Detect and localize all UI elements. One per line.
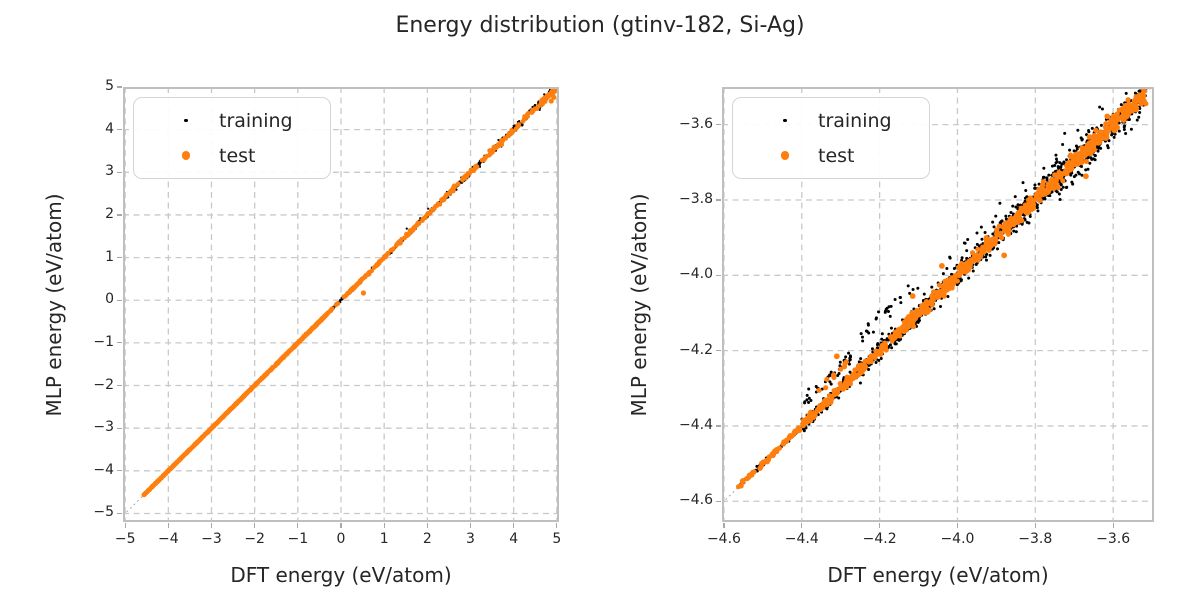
training-marker-icon — [778, 118, 792, 123]
y-tick-mark — [117, 384, 122, 387]
y-tick-label: −4.4 — [679, 416, 713, 433]
y-tick-mark — [716, 274, 721, 276]
y-tick-label: 2 — [105, 205, 114, 222]
y-tick-mark — [117, 214, 122, 216]
legend-item-test: test — [134, 138, 330, 173]
y-tick-mark — [117, 512, 122, 515]
y-tick-mark — [117, 256, 122, 259]
x-tick-label: −4.0 — [940, 531, 975, 547]
x-tick-label: −4.4 — [784, 531, 819, 547]
legend: training test — [133, 97, 331, 179]
legend-item-training: training — [134, 103, 330, 138]
x-tick-label: −5 — [114, 531, 136, 547]
legend-label-training: training — [818, 109, 892, 132]
y-tick-mark — [716, 500, 721, 502]
x-tick-label: −4.6 — [706, 531, 741, 547]
x-tick-label: 5 — [552, 531, 562, 547]
y-tick-label: 3 — [105, 163, 114, 180]
y-axis-label: MLP energy (eV/atom) — [42, 192, 66, 417]
y-tick-label: 1 — [105, 248, 114, 265]
y-tick-mark — [716, 199, 721, 201]
y-tick-label: −2 — [93, 376, 114, 393]
x-tick-label: −3 — [201, 531, 222, 547]
legend-item-test: test — [733, 138, 929, 173]
y-tick-mark — [117, 171, 122, 173]
training-marker-icon — [179, 118, 193, 123]
legend-label-training: training — [219, 109, 293, 132]
x-tick-mark — [426, 523, 428, 528]
y-tick-label: −1 — [93, 333, 114, 350]
x-axis-label: DFT energy (eV/atom) — [230, 563, 452, 587]
x-tick-label: −3.8 — [1018, 531, 1053, 547]
y-tick-label: −4.6 — [679, 492, 713, 509]
x-tick-label: −4 — [157, 531, 179, 547]
x-tick-label: −3.6 — [1096, 531, 1131, 547]
y-tick-label: −4.0 — [679, 266, 713, 283]
y-tick-label: 5 — [105, 78, 114, 94]
x-tick-mark — [210, 523, 213, 528]
x-tick-label: −4.2 — [862, 531, 897, 547]
y-tick-label: −4 — [93, 461, 114, 478]
y-tick-mark — [716, 425, 721, 427]
y-tick-label: 0 — [105, 291, 114, 308]
test-marker-icon — [179, 151, 193, 160]
x-tick-label: −2 — [244, 531, 265, 547]
x-tick-mark — [513, 523, 515, 528]
y-tick-mark — [117, 427, 122, 429]
x-tick-label: 3 — [466, 531, 475, 547]
x-tick-mark — [956, 523, 959, 528]
y-tick-mark — [117, 129, 122, 131]
legend-label-test: test — [818, 144, 855, 167]
x-tick-label: 1 — [379, 531, 389, 547]
y-tick-mark — [716, 350, 721, 352]
y-tick-mark — [716, 124, 721, 126]
x-tick-mark — [1112, 523, 1114, 528]
figure-title: Energy distribution (gtinv-182, Si-Ag) — [395, 13, 805, 38]
x-tick-mark — [340, 523, 342, 528]
x-tick-mark — [469, 523, 472, 528]
x-tick-mark — [383, 523, 385, 528]
legend-item-training: training — [733, 103, 929, 138]
y-tick-mark — [117, 86, 122, 88]
legend: training test — [732, 97, 930, 179]
x-tick-mark — [124, 523, 126, 528]
x-tick-mark — [801, 523, 803, 528]
test-marker-icon — [778, 151, 792, 160]
x-tick-label: 0 — [336, 531, 346, 547]
y-tick-label: −4.2 — [679, 341, 713, 358]
y-tick-label: −3.6 — [679, 115, 713, 132]
x-tick-mark — [879, 523, 881, 528]
y-tick-label: −3.8 — [679, 190, 713, 207]
x-tick-label: −1 — [287, 531, 309, 547]
axes-detail: −4.6 −4.4 −4.2 −4.0 −3.8 −3.6 −3.6 −3.8 −4.0 −4.… — [627, 87, 1154, 587]
y-axis-label: MLP energy (eV/atom) — [627, 192, 651, 417]
x-tick-mark — [723, 523, 725, 528]
legend-label-test: test — [219, 144, 256, 167]
x-axis-label: DFT energy (eV/atom) — [827, 563, 1049, 587]
y-tick-mark — [117, 342, 122, 344]
x-tick-mark — [167, 523, 169, 528]
x-tick-mark — [254, 523, 256, 528]
x-tick-mark — [556, 523, 558, 528]
y-tick-mark — [117, 470, 122, 472]
x-tick-mark — [1034, 523, 1036, 528]
y-tick-label: −5 — [93, 504, 114, 521]
y-tick-label: −3 — [93, 419, 114, 436]
y-tick-mark — [117, 299, 122, 301]
axes-overview: −5 −4 −3 −2 −1 0 1 2 3 4 5 −5 −4 −3 −2 −1 0 1 2 3 4 5 traini… — [42, 78, 561, 587]
x-tick-label: 4 — [509, 531, 519, 547]
x-tick-label: 2 — [422, 531, 432, 547]
x-tick-mark — [297, 523, 299, 528]
y-tick-label: 4 — [105, 120, 114, 137]
